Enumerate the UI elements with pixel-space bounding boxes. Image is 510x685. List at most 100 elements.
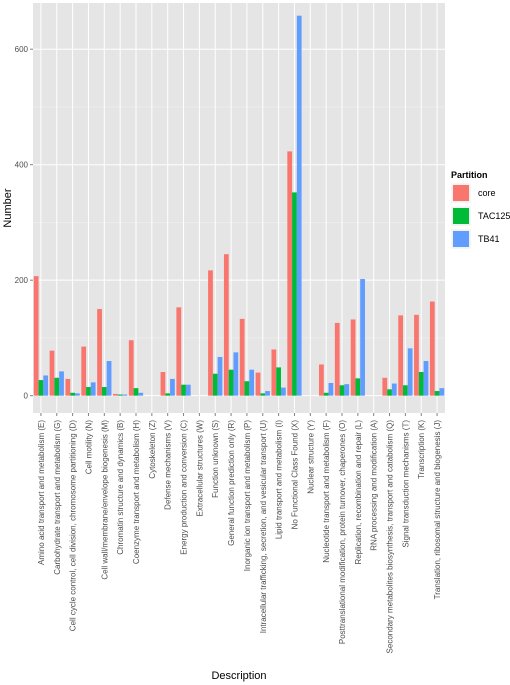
bar-core — [255, 372, 261, 396]
grid-major — [33, 3, 445, 413]
legend: Partition core TAC125 TB41 — [450, 170, 510, 250]
x-tick-label: Replication, recombination and repair (L… — [354, 420, 363, 565]
bar-core — [398, 315, 404, 396]
bar-core — [223, 254, 229, 396]
x-tick-label: No Functional Class Found (X) — [290, 420, 299, 530]
x-axis: Amino acid transport and metabolism (E) C… — [37, 413, 442, 653]
bar-tb41 — [122, 394, 128, 396]
bar-core — [33, 276, 39, 396]
bar-tac125 — [165, 393, 171, 396]
x-tick-label: Defense mechanisms (V) — [164, 420, 173, 510]
bar-core — [49, 350, 55, 396]
x-tick-label: Lipid transport and metabolism (I) — [275, 420, 284, 540]
legend-title: Partition — [451, 170, 488, 180]
bar-tac125 — [339, 385, 345, 396]
bar-tac125 — [387, 389, 392, 396]
bar-tac125 — [418, 372, 424, 396]
bar-tb41 — [170, 378, 175, 396]
y-tick-label: 200 — [15, 276, 29, 285]
x-tick-label: Carbohydrate transport and metabolism (G… — [53, 420, 62, 575]
bar-tb41 — [407, 348, 413, 396]
bar-tac125 — [133, 388, 139, 396]
plot-panel — [33, 3, 445, 413]
y-axis: 0 200 400 600 — [15, 45, 33, 401]
bar-core — [350, 319, 356, 396]
bar-tb41 — [138, 392, 144, 396]
bar-tac125 — [323, 392, 329, 396]
bar-tb41 — [43, 375, 49, 396]
bar-tac125 — [38, 380, 44, 396]
bar-core — [113, 393, 118, 396]
bar-tb41 — [360, 279, 365, 396]
bar-core — [287, 151, 293, 396]
x-tick-label: Extracellular structures (W) — [195, 420, 204, 517]
x-tick-label: Cell motility (N) — [84, 420, 93, 475]
bar-tac125 — [292, 192, 297, 396]
y-axis-title: Number — [2, 188, 14, 227]
bar-tb41 — [296, 15, 302, 396]
bar-tb41 — [344, 384, 350, 396]
bar-core — [160, 372, 166, 396]
bar-core — [382, 377, 388, 396]
bar-tb41 — [106, 361, 112, 396]
bar-tac125 — [355, 378, 361, 396]
x-tick-label: Posttranslational modification, protein … — [338, 420, 347, 644]
bar-tac125 — [181, 384, 186, 396]
x-tick-label: Intracellular trafficking, secretion, an… — [259, 420, 268, 634]
bar-tb41 — [391, 383, 397, 396]
bar-tb41 — [185, 384, 191, 396]
bar-tac125 — [434, 391, 440, 396]
bar-core — [319, 364, 324, 396]
bar-tb41 — [439, 388, 445, 396]
bar-tac125 — [244, 381, 250, 396]
bar-tac125 — [212, 373, 218, 396]
legend-swatch-tac125 — [453, 208, 469, 224]
bar-core — [429, 301, 435, 396]
legend-label: core — [478, 188, 496, 198]
bar-tb41 — [74, 393, 80, 396]
bar-core — [208, 270, 213, 396]
y-tick-label: 0 — [24, 392, 29, 401]
bar-tb41 — [217, 356, 223, 396]
x-tick-label: Nucleotide transport and metabolism (F) — [322, 420, 331, 563]
x-tick-label: Transcription (K) — [417, 420, 426, 479]
bar-core — [271, 349, 277, 396]
bar-core — [97, 309, 102, 396]
bar-tac125 — [54, 377, 60, 396]
x-tick-label: Cytoskeleton (Z) — [148, 420, 157, 479]
bar-tac125 — [86, 387, 91, 396]
bar-tb41 — [59, 371, 64, 396]
x-tick-label: Secondary metabolites biosynthesis, tran… — [386, 420, 395, 654]
x-tick-label: Inorganic ion transport and metabolism (… — [243, 420, 252, 572]
x-tick-label: General function prediction only (R) — [227, 420, 236, 546]
bar-tb41 — [90, 382, 96, 396]
bar-tb41 — [233, 352, 239, 396]
bar-tb41 — [265, 391, 270, 396]
x-tick-label: Signal transduction mechanisms (T) — [401, 420, 410, 548]
legend-label: TB41 — [478, 234, 500, 244]
x-tick-label: Chromatin structure and dynamics (B) — [116, 420, 125, 555]
x-tick-label: Energy production and conversion (C) — [180, 420, 189, 555]
bar-tac125 — [70, 392, 75, 396]
bar-tac125 — [260, 393, 266, 396]
bar-core — [128, 340, 134, 396]
legend-swatch-tb41 — [453, 231, 469, 247]
bar-tb41 — [280, 387, 286, 396]
legend-swatch-core — [453, 185, 469, 201]
x-tick-label: Coenzyme transport and metabolism (H) — [132, 420, 141, 564]
x-tick-label: Cell wall/membrane/envelope biogenesis (… — [100, 420, 109, 580]
bar-core — [239, 318, 245, 396]
bar-core — [414, 314, 419, 396]
bar-tac125 — [276, 367, 281, 396]
y-tick-label: 600 — [15, 45, 29, 54]
bar-tb41 — [423, 361, 429, 396]
bar-tb41 — [249, 369, 255, 396]
legend-label: TAC125 — [478, 211, 510, 221]
bars — [33, 15, 445, 396]
bar-core — [176, 307, 182, 396]
bar-core — [81, 346, 87, 396]
x-tick-label: Cell cycle control, cell division, chrom… — [69, 420, 78, 632]
bar-tb41 — [328, 382, 334, 396]
x-tick-label: Function unknown (S) — [211, 420, 220, 498]
bar-tac125 — [403, 385, 408, 396]
